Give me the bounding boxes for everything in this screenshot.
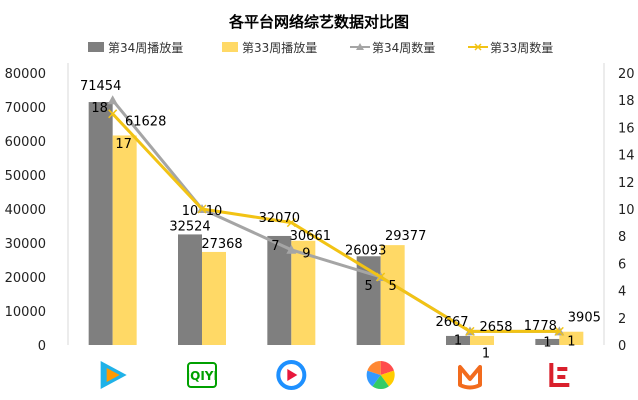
bar-week33 — [559, 331, 584, 345]
youku-logo-icon — [276, 360, 307, 390]
chart-title: 各平台网络综艺数据对比图 — [228, 13, 409, 31]
line-point-marker — [286, 218, 296, 228]
bar-data-label: 2658 — [479, 320, 512, 335]
right-tick-label: 12 — [618, 176, 635, 191]
line-data-label: 1 — [482, 346, 490, 361]
line-point-marker — [286, 244, 297, 254]
line-data-label: 1 — [543, 335, 551, 350]
youku-logo-icon-inner — [287, 369, 298, 381]
legend-label: 第33周播放量 — [242, 40, 317, 55]
legend-swatch — [88, 42, 104, 52]
left-tick-label: 0 — [38, 339, 46, 354]
legend-label: 第34周数量 — [372, 40, 435, 55]
bar-data-label: 32524 — [169, 219, 210, 234]
legend-label: 第33周数量 — [490, 40, 553, 55]
iqiyi-logo-icon — [187, 362, 217, 388]
line-point-marker — [107, 95, 118, 105]
sohu-video-logo-icon-slice — [372, 375, 389, 390]
sohu-video-logo-icon-slice — [366, 370, 381, 387]
line-point-marker — [554, 326, 564, 336]
left-tick-label: 20000 — [5, 271, 46, 286]
line-data-label: 10 — [182, 204, 199, 219]
line-data-label: 9 — [302, 247, 310, 262]
right-tick-label: 0 — [618, 339, 626, 354]
line-point-marker — [376, 272, 386, 282]
bar-data-label: 61628 — [125, 114, 166, 129]
right-tick-label: 2 — [618, 312, 626, 327]
bar-data-label: 3905 — [568, 311, 601, 326]
right-tick-label: 14 — [618, 149, 635, 164]
sohu-video-logo-icon-slice — [367, 361, 381, 375]
bar-data-label: 71454 — [80, 79, 121, 94]
line-data-label: 5 — [365, 279, 373, 294]
right-tick-label: 10 — [618, 203, 635, 218]
right-tick-label: 8 — [618, 230, 626, 245]
left-tick-label: 60000 — [5, 135, 46, 150]
left-tick-label: 10000 — [5, 305, 46, 320]
letv-logo-icon — [549, 363, 570, 387]
left-tick-label: 80000 — [5, 67, 46, 82]
line-point-marker — [108, 109, 118, 119]
line-data-label: 10 — [206, 204, 223, 219]
right-tick-label: 4 — [618, 285, 626, 300]
right-tick-label: 18 — [618, 94, 635, 109]
line-data-label: 7 — [271, 239, 279, 254]
left-tick-label: 30000 — [5, 237, 46, 252]
bar-data-label: 2667 — [435, 315, 468, 330]
bar-week34 — [88, 102, 113, 345]
bar-data-label: 29377 — [385, 229, 426, 244]
bar-data-label: 26093 — [345, 243, 386, 258]
bar-week33 — [380, 245, 405, 345]
left-tick-label: 70000 — [5, 101, 46, 116]
line-data-label: 1 — [567, 334, 575, 349]
legend-marker-icon — [474, 43, 482, 51]
line-data-label: 18 — [91, 101, 108, 116]
bar-week34 — [446, 335, 470, 345]
right-tick-label: 6 — [618, 257, 626, 272]
bar-week34 — [535, 338, 560, 345]
legend-marker-icon — [356, 43, 364, 50]
bar-week34 — [178, 234, 202, 345]
mango-tv-logo-icon — [458, 365, 482, 390]
sohu-video-logo-icon-slice — [380, 370, 395, 387]
bar-data-label: 30661 — [290, 229, 331, 244]
bar-week33 — [202, 251, 226, 345]
line-point-marker — [197, 204, 207, 214]
line-data-label: 17 — [115, 137, 132, 152]
bar-data-label: 1778 — [524, 319, 557, 334]
tencent-video-logo-icon-inner — [106, 368, 120, 382]
bar-week33 — [112, 135, 137, 345]
iqiyi-logo-text: iQIYI — [186, 369, 218, 383]
line-week33-count — [111, 112, 560, 333]
bar-data-label: 32070 — [259, 211, 300, 226]
legend-label: 第34周播放量 — [108, 40, 183, 55]
bar-week34 — [267, 235, 292, 345]
right-tick-label: 20 — [618, 67, 635, 82]
bar-data-label: 27368 — [201, 237, 242, 252]
bar-week33 — [470, 335, 494, 345]
sohu-video-logo-icon-slice — [380, 361, 394, 375]
line-data-label: 5 — [389, 279, 397, 294]
legend-swatch — [222, 42, 238, 52]
left-tick-label: 50000 — [5, 169, 46, 184]
bar-week33 — [291, 240, 316, 345]
line-data-label: 1 — [454, 333, 462, 348]
line-point-marker — [465, 326, 475, 336]
right-tick-label: 16 — [618, 121, 635, 136]
left-tick-label: 40000 — [5, 203, 46, 218]
